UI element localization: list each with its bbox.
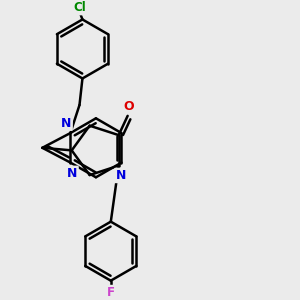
Text: N: N — [116, 169, 126, 182]
Text: N: N — [67, 167, 77, 180]
Text: F: F — [107, 286, 115, 299]
Text: N: N — [61, 117, 72, 130]
Text: O: O — [123, 100, 134, 112]
Text: Cl: Cl — [73, 1, 86, 14]
